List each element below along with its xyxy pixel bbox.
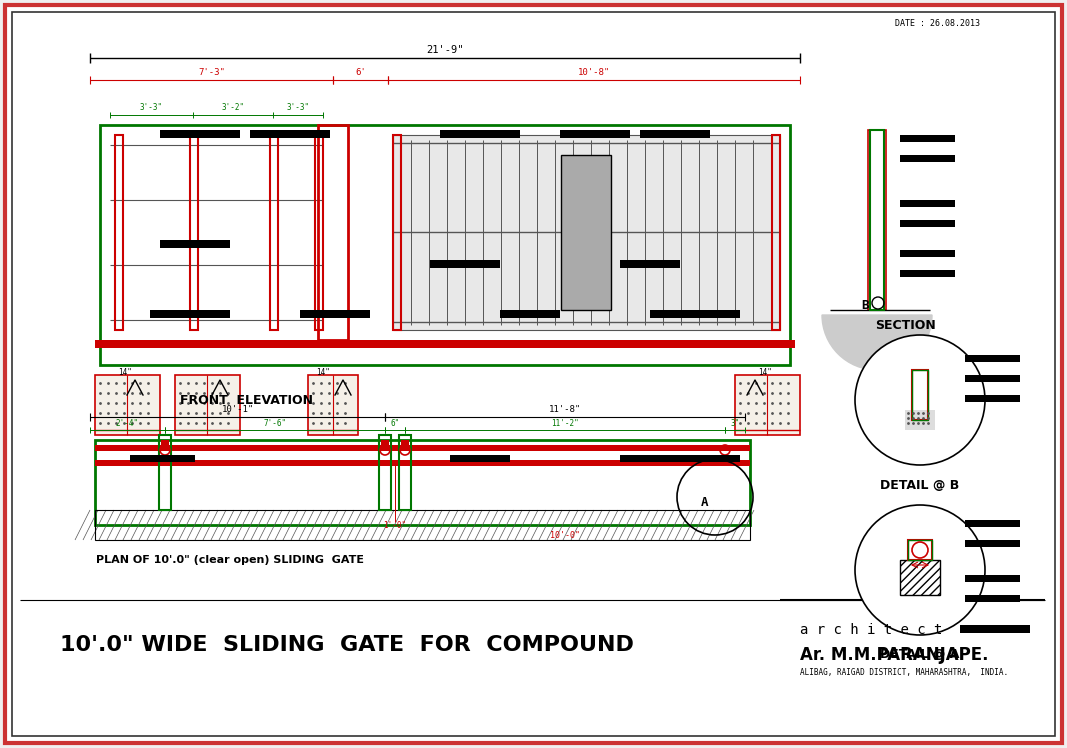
Bar	[160, 130, 240, 138]
Text: 3'-3": 3'-3"	[286, 102, 309, 111]
Circle shape	[855, 335, 985, 465]
Bar	[401, 440, 409, 446]
Bar	[965, 355, 1020, 362]
Bar	[175, 375, 240, 435]
Text: 2'-4": 2'-4"	[116, 418, 139, 428]
Text: 14": 14"	[118, 367, 132, 376]
Text: 14": 14"	[758, 367, 771, 376]
Text: 7'-3": 7'-3"	[198, 67, 225, 76]
Bar	[430, 260, 500, 268]
Bar	[300, 310, 370, 318]
Bar	[308, 375, 359, 435]
Bar	[95, 440, 750, 525]
Bar	[908, 540, 931, 560]
Bar	[680, 455, 740, 462]
Circle shape	[855, 505, 985, 635]
Bar	[130, 455, 195, 462]
Text: FRONT  ELEVATION: FRONT ELEVATION	[180, 393, 313, 406]
Bar	[161, 440, 169, 446]
Text: 6': 6'	[355, 67, 366, 76]
Bar	[399, 435, 411, 510]
Text: 10'.0" WIDE  SLIDING  GATE  FOR  COMPOUND: 10'.0" WIDE SLIDING GATE FOR COMPOUND	[60, 635, 634, 655]
Text: A: A	[701, 495, 708, 509]
Bar	[690, 310, 740, 318]
Bar	[95, 460, 750, 466]
Text: DETAIL @ B: DETAIL @ B	[880, 479, 959, 491]
Text: 1'-0": 1'-0"	[383, 521, 407, 530]
Wedge shape	[822, 315, 931, 370]
Text: a r c h i t e c t: a r c h i t e c t	[800, 623, 942, 637]
Bar	[315, 135, 323, 330]
Bar	[560, 130, 630, 138]
Text: 10'-8": 10'-8"	[578, 67, 610, 76]
Bar	[867, 130, 886, 310]
Bar	[965, 540, 1020, 547]
Bar	[393, 135, 401, 330]
Bar	[150, 310, 230, 318]
Bar	[965, 520, 1020, 527]
Text: PLAN OF 10'.0" (clear open) SLIDING  GATE: PLAN OF 10'.0" (clear open) SLIDING GATE	[96, 555, 364, 565]
Bar	[899, 270, 955, 277]
Bar	[905, 410, 935, 430]
Bar	[912, 370, 928, 420]
Text: Ar. M.M.PARANJAPE.: Ar. M.M.PARANJAPE.	[800, 646, 988, 664]
Text: 10'-0": 10'-0"	[550, 530, 580, 539]
Bar	[318, 125, 348, 340]
Bar	[95, 375, 160, 435]
Bar	[735, 375, 800, 435]
Bar	[965, 595, 1020, 602]
Bar	[381, 440, 389, 446]
Text: 14": 14"	[316, 367, 330, 376]
Text: B: B	[861, 298, 869, 311]
Text: 3'-2": 3'-2"	[222, 102, 244, 111]
Bar	[620, 260, 680, 268]
Bar	[250, 130, 330, 138]
Circle shape	[912, 542, 928, 558]
Bar	[965, 575, 1020, 582]
Bar	[393, 135, 780, 330]
Text: 11'-2": 11'-2"	[552, 418, 579, 428]
Bar	[440, 130, 520, 138]
Bar	[95, 340, 795, 348]
Bar	[960, 625, 1030, 633]
Bar	[899, 200, 955, 207]
Bar	[159, 435, 171, 510]
Bar	[899, 135, 955, 142]
Text: 3": 3"	[731, 418, 739, 428]
Bar	[899, 155, 955, 162]
Bar	[379, 435, 391, 510]
Bar	[640, 130, 710, 138]
Bar	[899, 220, 955, 227]
Bar	[620, 455, 680, 462]
Bar	[561, 155, 611, 310]
Text: DETAIL @ A: DETAIL @ A	[880, 649, 959, 661]
Bar	[965, 375, 1020, 382]
Bar	[870, 130, 883, 310]
Bar	[899, 250, 955, 257]
Bar	[899, 560, 940, 595]
Text: SECTION: SECTION	[875, 319, 936, 331]
Bar	[908, 540, 931, 560]
Text: 21'-9": 21'-9"	[426, 45, 464, 55]
Bar	[100, 125, 790, 365]
Bar	[912, 370, 928, 420]
Bar	[95, 445, 750, 451]
Text: 11'-8": 11'-8"	[548, 405, 582, 414]
Text: 10'-1": 10'-1"	[221, 405, 254, 414]
Bar	[450, 455, 510, 462]
Bar	[650, 310, 710, 318]
Bar	[115, 135, 123, 330]
Bar	[500, 310, 560, 318]
Bar	[773, 135, 780, 330]
Text: 3'-3": 3'-3"	[140, 102, 163, 111]
Text: 7'-6": 7'-6"	[264, 418, 287, 428]
Text: 6": 6"	[391, 418, 400, 428]
Bar	[190, 135, 198, 330]
Bar	[160, 240, 230, 248]
Bar	[270, 135, 278, 330]
Text: DATE : 26.08.2013: DATE : 26.08.2013	[895, 19, 980, 28]
Text: ALIBAG, RAIGAD DISTRICT, MAHARASHTRA,  INDIA.: ALIBAG, RAIGAD DISTRICT, MAHARASHTRA, IN…	[800, 667, 1008, 676]
Bar	[965, 395, 1020, 402]
Bar	[95, 510, 750, 540]
